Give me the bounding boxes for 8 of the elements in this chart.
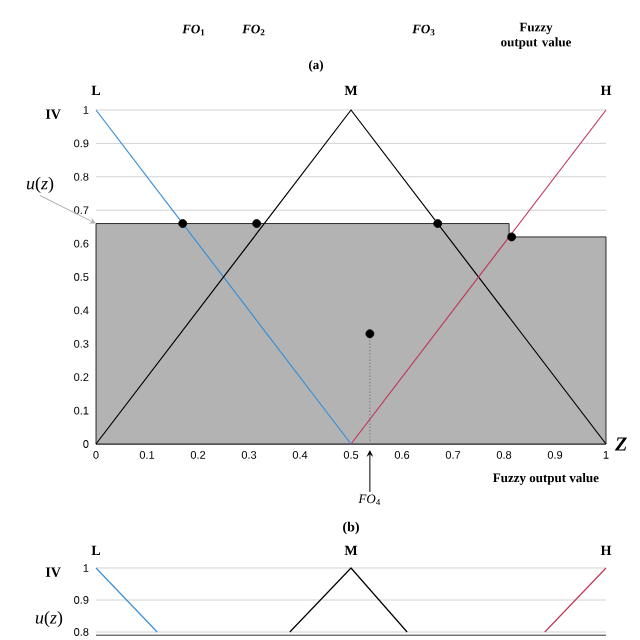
point	[507, 232, 517, 242]
annotation: u(z)	[26, 176, 54, 194]
point	[365, 329, 375, 339]
text: Z	[615, 437, 627, 451]
point	[252, 219, 262, 228]
point	[433, 219, 443, 228]
point	[178, 219, 188, 228]
text: u(z)	[35, 611, 63, 628]
